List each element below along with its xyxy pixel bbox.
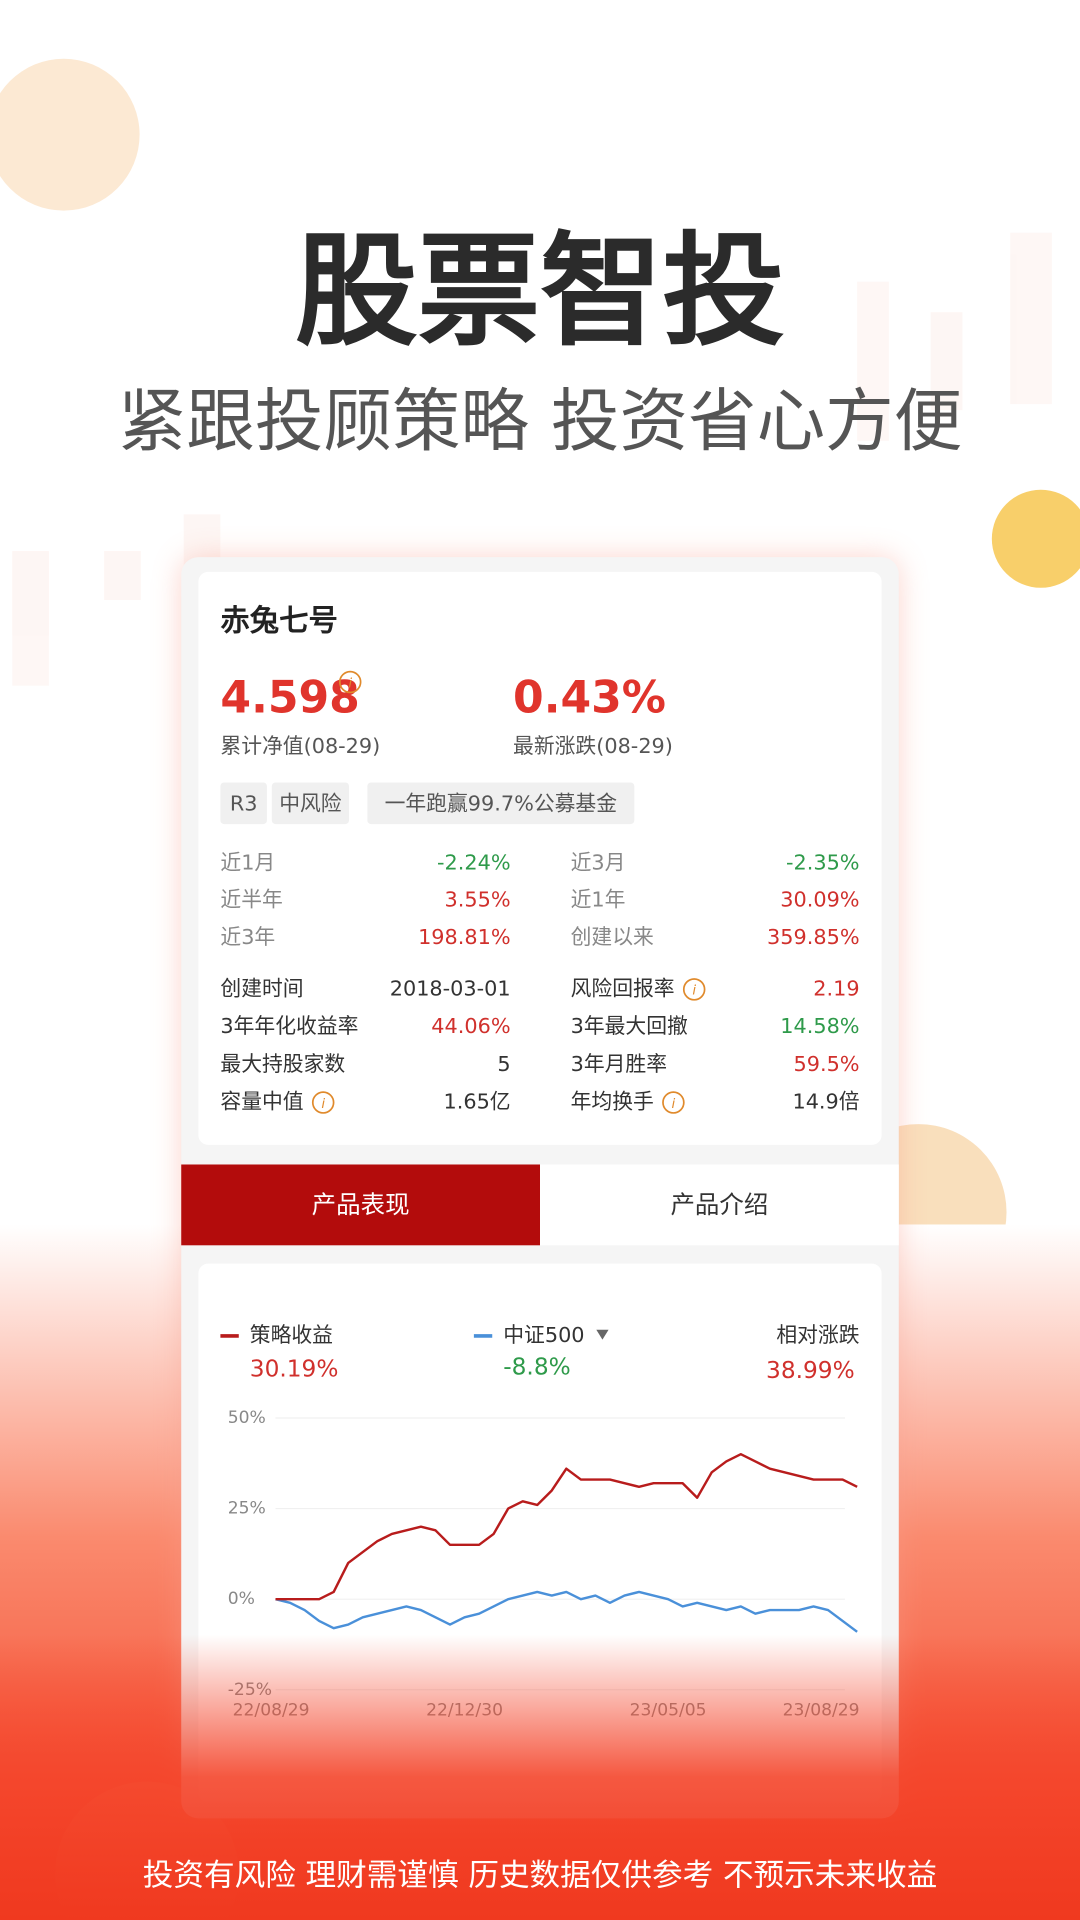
subtitle: 紧跟投顾策略 投资省心方便 — [118, 382, 963, 462]
detail-label: 创建时间 — [220, 976, 303, 1000]
detail-label: 3年最大回撤 — [571, 1014, 688, 1038]
nav-label: 累计净值(08-29) — [220, 734, 380, 758]
product-name: 赤兔七号 — [220, 604, 338, 638]
return-value: 198.81% — [418, 925, 511, 949]
return-label: 近1年 — [571, 888, 626, 912]
tag-label: 中风险 — [279, 791, 342, 815]
tag — [271, 782, 349, 825]
series-line — [275, 1452, 858, 1601]
return-label: 近1月 — [220, 850, 275, 874]
tab-active[interactable] — [181, 1164, 540, 1246]
info-icon-glyph: i — [348, 676, 352, 691]
detail-label: 3年年化收益率 — [220, 1014, 358, 1038]
detail-label: 风险回报率 — [571, 976, 675, 1000]
legend-label: 策略收益 — [250, 1323, 333, 1347]
tag — [220, 782, 267, 825]
return-label: 创建以来 — [571, 925, 654, 949]
change-value: 0.43% — [513, 672, 666, 723]
legend-latest: 30.19% — [250, 1356, 339, 1383]
series-line — [275, 1590, 858, 1633]
relative-label: 相对涨跌 — [776, 1323, 859, 1347]
detail-label: 3年月胜率 — [571, 1052, 667, 1076]
y-tick-label: 25% — [228, 1499, 266, 1519]
info-icon-glyph: i — [321, 1097, 325, 1112]
title: 股票智投 — [295, 220, 785, 363]
detail-value: 1.65亿 — [444, 1090, 511, 1114]
detail-value: 44.06% — [431, 1014, 510, 1038]
return-value: 359.85% — [767, 925, 860, 949]
detail-label: 年均换手 — [571, 1090, 654, 1114]
return-value: -2.24% — [437, 850, 511, 874]
return-value: 30.09% — [780, 888, 859, 912]
relative-value: 38.99% — [766, 1357, 855, 1384]
detail-label: 容量中值 — [220, 1090, 303, 1114]
detail-value: 14.9倍 — [792, 1090, 859, 1114]
return-label: 近半年 — [220, 888, 282, 912]
dropdown-arrow — [596, 1329, 609, 1340]
info-icon-glyph: i — [692, 984, 696, 999]
y-tick-label: 0% — [228, 1589, 255, 1609]
info-panel — [198, 571, 882, 1145]
decor-bars — [12, 232, 1052, 686]
tag-label: 一年跑赢99.7%公募基金 — [385, 791, 618, 815]
legend-label: 中证500 — [503, 1323, 584, 1347]
info-icon — [338, 670, 362, 694]
coin — [991, 489, 1080, 588]
coin — [0, 58, 140, 211]
tag-label: R3 — [230, 791, 258, 815]
detail-label: 最大持股家数 — [220, 1052, 345, 1076]
tag — [367, 782, 635, 825]
bottom-fade — [0, 1634, 1080, 1920]
detail-value: 59.5% — [794, 1052, 860, 1076]
y-tick-label: 50% — [228, 1408, 266, 1428]
nav-value: 4.598 — [220, 672, 359, 723]
tab-label[interactable]: 产品表现 — [312, 1190, 410, 1219]
change-label: 最新涨跌(08-29) — [513, 734, 673, 758]
info-icon — [662, 1091, 685, 1114]
info-icon — [682, 978, 706, 1001]
info-icon-glyph: i — [672, 1097, 676, 1112]
tab-label[interactable]: 产品介绍 — [670, 1190, 768, 1219]
return-label: 近3月 — [571, 850, 626, 874]
return-label: 近3年 — [220, 925, 275, 949]
detail-value: 2.19 — [813, 976, 859, 1000]
detail-value: 2018-03-01 — [390, 976, 511, 1000]
return-value: -2.35% — [786, 850, 860, 874]
info-icon — [311, 1091, 335, 1114]
detail-value: 5 — [497, 1052, 510, 1076]
return-value: 3.55% — [445, 888, 511, 912]
disclaimer: 投资有风险 理财需谨慎 历史数据仅供参考 不预示未来收益 — [143, 1859, 937, 1894]
legend-latest: -8.8% — [503, 1353, 570, 1380]
detail-value: 14.58% — [780, 1014, 859, 1038]
